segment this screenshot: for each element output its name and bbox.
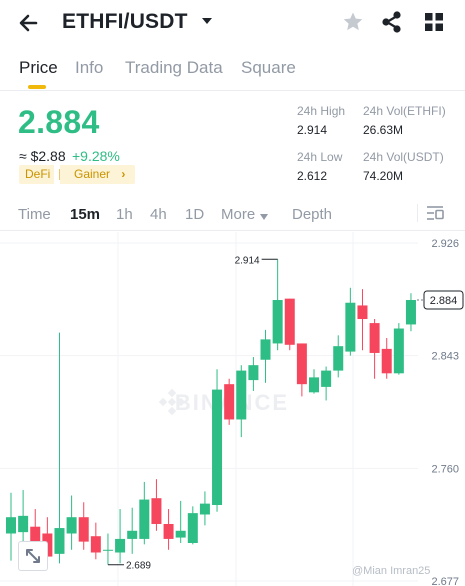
- share-icon[interactable]: [381, 10, 403, 34]
- candle-body: [260, 339, 271, 360]
- y-tick-label: 2.843: [431, 351, 459, 363]
- active-tab-indicator: [28, 85, 46, 89]
- tag-defi[interactable]: DeFi: [19, 165, 55, 184]
- fiat-price: ≈ $2.88: [19, 148, 66, 164]
- y-tick-label: 2.926: [431, 238, 459, 250]
- expand-icon[interactable]: [18, 541, 48, 571]
- candle-body: [321, 370, 332, 387]
- chart-settings-icon[interactable]: [426, 205, 444, 221]
- binance-logo-icon: [158, 388, 186, 416]
- tag-separator: [59, 169, 60, 180]
- price-change: +9.28%: [72, 148, 120, 164]
- interval-1d[interactable]: 1D: [185, 206, 205, 223]
- pair-title[interactable]: ETHFI/USDT: [62, 10, 188, 33]
- candle-body: [54, 528, 65, 554]
- candle-body: [199, 503, 210, 515]
- vol-quote-label: 24h Vol(USDT): [363, 150, 444, 164]
- tag-gainer-label: Gainer: [74, 167, 111, 181]
- candle-body: [284, 298, 295, 345]
- interval-15m[interactable]: 15m: [70, 206, 101, 223]
- chevron-right-icon: ›: [121, 167, 126, 181]
- candle-body: [369, 323, 380, 353]
- last-price-box: [423, 290, 464, 310]
- grid-icon[interactable]: [424, 12, 444, 32]
- candle-body: [357, 305, 368, 320]
- divider: [417, 204, 418, 222]
- candle-body: [272, 300, 283, 344]
- interval-more[interactable]: More: [221, 206, 256, 223]
- candle-body: [224, 384, 235, 420]
- candle-body: [115, 538, 126, 553]
- y-tick-label: 2.760: [431, 463, 459, 475]
- candle-body: [405, 300, 416, 325]
- y-tick-label: 2.677: [431, 576, 459, 586]
- candle-body: [248, 365, 259, 381]
- tag-gainer[interactable]: Gainer ›: [60, 165, 136, 184]
- low-label: 24h Low: [297, 150, 343, 164]
- candle-body: [163, 523, 174, 539]
- interval-time[interactable]: Time: [18, 206, 51, 223]
- candle-body: [309, 377, 319, 393]
- candle-body: [236, 370, 247, 420]
- candle-body: [127, 530, 138, 539]
- candle-body: [66, 517, 77, 534]
- candle-body: [139, 499, 150, 539]
- tab-square[interactable]: Square: [241, 58, 296, 77]
- high-label: 24h High: [297, 104, 346, 118]
- interval-4h[interactable]: 4h: [150, 206, 167, 223]
- candle-body: [78, 517, 89, 542]
- tab-bar: Price Info Trading Data Square: [0, 52, 465, 90]
- candle-body: [333, 346, 344, 371]
- last-price: 2.884: [18, 104, 100, 140]
- divider: [0, 90, 465, 91]
- chart-canvas[interactable]: BINANCE2.9262.8432.7602.6772.9142.6892.8…: [0, 232, 465, 586]
- candle-body: [18, 515, 29, 533]
- candle-body: [381, 348, 392, 374]
- candle-body: [393, 328, 404, 374]
- candle-body: [90, 536, 101, 553]
- candle-body: [187, 513, 198, 543]
- depth-tab[interactable]: Depth: [292, 206, 333, 223]
- low-marker-label: 2.689: [126, 561, 151, 572]
- high-value: 2.914: [297, 123, 328, 137]
- candle-body: [6, 517, 16, 534]
- tab-trading-data[interactable]: Trading Data: [125, 58, 223, 77]
- tab-price[interactable]: Price: [19, 58, 58, 77]
- candle-body: [30, 526, 41, 548]
- vol-base-value: 26.63M: [363, 123, 404, 137]
- caret-down-icon[interactable]: [259, 208, 269, 220]
- tab-info[interactable]: Info: [75, 58, 104, 77]
- high-marker-label: 2.914: [235, 255, 260, 266]
- last-price-tag: 2.884: [430, 295, 458, 307]
- candle-body: [102, 549, 113, 551]
- low-value: 2.612: [297, 169, 328, 183]
- star-icon[interactable]: [341, 10, 365, 34]
- divider: [0, 230, 465, 231]
- vol-quote-value: 74.20M: [363, 169, 404, 183]
- candle-body: [296, 343, 307, 385]
- watermark-text: @Mian Imran25: [352, 565, 431, 577]
- candle-body: [212, 389, 223, 505]
- interval-bar: Time 15m 1h 4h 1D More Depth: [0, 198, 465, 228]
- candle-body: [151, 498, 162, 524]
- top-bar: ETHFI/USDT: [0, 0, 465, 46]
- candle-body: [175, 530, 186, 538]
- interval-1h[interactable]: 1h: [116, 206, 133, 223]
- back-arrow-icon[interactable]: [16, 10, 44, 36]
- candle-body: [345, 302, 356, 352]
- candlestick-chart[interactable]: BINANCE2.9262.8432.7602.6772.9142.6892.8…: [0, 232, 465, 586]
- vol-base-label: 24h Vol(ETHFI): [363, 104, 446, 118]
- caret-down-icon[interactable]: [200, 14, 214, 28]
